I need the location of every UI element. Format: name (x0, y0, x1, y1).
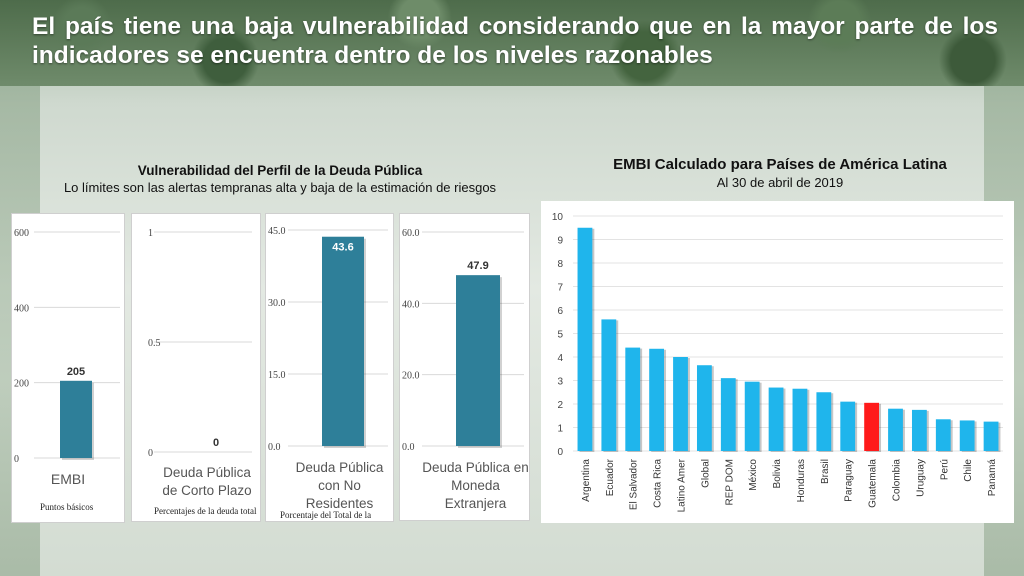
y-tick-label: 200 (14, 379, 29, 390)
bar (959, 420, 975, 451)
bar-value-label: 43.6 (332, 242, 353, 254)
y-tick-label: 1 (557, 424, 563, 435)
bar (840, 401, 856, 451)
bar-value-label: 47.9 (467, 260, 488, 272)
y-tick-label: 9 (557, 236, 563, 247)
bar (792, 388, 808, 451)
slide-title: El país tiene una baja vulnerabilidad co… (32, 13, 998, 69)
foreign-currency-debt-category-label: Deuda Pública en Moneda Extranjera (422, 460, 529, 511)
y-tick-label: 0.0 (268, 442, 281, 453)
bar (935, 419, 951, 451)
nonresident-debt-chart: 0.0 15.0 30.0 45.0 43.6 (268, 226, 388, 453)
bar-value-label: 0 (213, 437, 219, 449)
x-tick-label: Costa Rica (653, 459, 664, 508)
x-tick-label: Global (700, 459, 711, 488)
embi-heading: EMBI Calculado para Países de América La… (560, 156, 1000, 190)
foreign-currency-debt-chart: 0.0 20.0 40.0 60.0 47.9 (402, 228, 524, 453)
y-tick-label: 6 (557, 306, 563, 317)
debt-profile-subtitle: Lo límites son las alertas tempranas alt… (63, 180, 497, 195)
y-tick-label: 5 (557, 330, 563, 341)
bar-highlight (864, 402, 880, 451)
x-tick-label: Panamá (987, 459, 998, 497)
short-term-debt-chart: 0 0.5 1 0 (148, 228, 252, 459)
bar (322, 236, 364, 446)
x-tick-label: Argentina (581, 459, 592, 502)
bar (911, 409, 927, 451)
bar (816, 392, 832, 451)
embi-indicator-panel: 0 200 400 600 205 EMBI Puntos básicos (11, 213, 125, 523)
nonresident-debt-panel: 0.0 15.0 30.0 45.0 43.6 Deuda Pública con No… (265, 213, 394, 522)
embi-latam-panel: 0 1 2 3 4 5 6 7 8 9 10 Argentina Ecuador El Salvador C… (541, 201, 1014, 523)
y-tick-label: 0 (14, 454, 19, 465)
embi-subtitle: Al 30 de abril de 2019 (716, 175, 844, 190)
nonresident-debt-unit-note: Porcentaje del Total de la Deuda (280, 510, 372, 521)
short-term-debt-category-label: Deuda Pública de Corto Plazo (162, 465, 252, 498)
y-tick-label: 400 (14, 303, 29, 314)
bar-value-label: 205 (67, 366, 85, 378)
bar (768, 387, 784, 451)
x-tick-label: Latino Amer (677, 458, 688, 512)
y-tick-label: 45.0 (268, 226, 286, 237)
bar (983, 421, 999, 451)
y-tick-label: 15.0 (268, 370, 286, 381)
y-tick-label: 1 (148, 228, 153, 239)
short-term-debt-panel: 0 0.5 1 0 Deuda Pública de Corto Plazo Perc… (131, 213, 261, 522)
y-tick-label: 4 (557, 353, 563, 364)
nonresident-debt-category-label: Deuda Pública con No Residentes (295, 460, 384, 511)
embi-category-label: EMBI (50, 471, 86, 487)
y-tick-label: 3 (557, 377, 563, 388)
forest-background-band (0, 0, 1024, 86)
bar (456, 275, 500, 446)
x-tick-label: Bolivia (772, 459, 783, 489)
debt-profile-title: Vulnerabilidad del Perfil de la Deuda Pú… (137, 163, 423, 178)
y-tick-label: 40.0 (402, 299, 420, 310)
x-tick-label: Perú (939, 459, 950, 480)
embi-title: EMBI Calculado para Países de América La… (613, 156, 947, 173)
y-tick-label: 2 (557, 400, 563, 411)
bar (625, 347, 641, 451)
y-tick-label: 0 (148, 448, 153, 459)
x-tick-label: Guatemala (868, 459, 879, 508)
bar (60, 380, 92, 458)
y-tick-label: 0.0 (402, 442, 415, 453)
foreign-currency-debt-panel: 0.0 20.0 40.0 60.0 47.9 Deuda Pública en Mon… (399, 213, 530, 521)
x-tick-label: Paraguay (844, 459, 855, 502)
x-tick-label: Colombia (892, 459, 903, 502)
debt-profile-heading: Vulnerabilidad del Perfil de la Deuda Pú… (20, 163, 540, 195)
short-term-debt-unit-note: Percentajes de la deuda total (154, 506, 257, 516)
embi-latam-chart: 0 1 2 3 4 5 6 7 8 9 10 Argentina Ecuador El Salvador C… (552, 212, 1003, 512)
bar (696, 365, 712, 451)
y-tick-label: 60.0 (402, 228, 420, 239)
x-tick-label: Uruguay (915, 459, 926, 497)
y-tick-label: 10 (552, 212, 564, 223)
x-tick-label: Honduras (796, 459, 807, 502)
x-tick-label: México (748, 459, 759, 491)
bar (577, 227, 593, 451)
x-tick-label: Chile (963, 459, 974, 482)
bar (744, 381, 760, 451)
bar (720, 378, 736, 451)
x-tick-label: Ecuador (605, 458, 616, 496)
y-tick-label: 20.0 (402, 371, 420, 382)
y-tick-label: 8 (557, 259, 563, 270)
y-tick-label: 30.0 (268, 298, 286, 309)
bar (888, 408, 903, 451)
bar (649, 348, 665, 451)
embi-unit-note: Puntos básicos (40, 502, 94, 512)
bar (673, 357, 688, 451)
bar (601, 319, 617, 451)
x-tick-label: El Salvador (629, 458, 640, 510)
y-tick-label: 0 (557, 447, 563, 458)
x-tick-label: REP DOM (724, 459, 735, 506)
y-tick-label: 600 (14, 228, 29, 239)
y-tick-label: 7 (557, 283, 563, 294)
x-tick-label: Brasil (820, 459, 831, 484)
embi-indicator-chart: 0 200 400 600 205 (14, 228, 120, 465)
y-tick-label: 0.5 (148, 338, 161, 349)
